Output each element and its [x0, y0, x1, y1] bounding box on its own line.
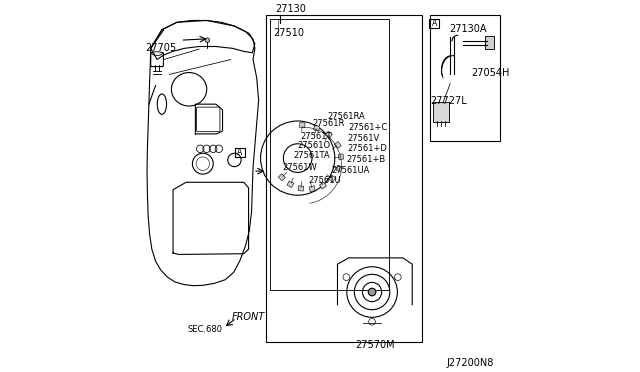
Text: 27561+B: 27561+B	[346, 155, 385, 164]
Polygon shape	[298, 186, 304, 191]
Text: 27561V: 27561V	[347, 134, 380, 143]
Polygon shape	[314, 125, 320, 131]
Text: 27130A: 27130A	[449, 24, 486, 34]
Polygon shape	[319, 182, 326, 189]
Text: A: A	[237, 148, 243, 157]
Polygon shape	[309, 186, 316, 192]
Circle shape	[205, 38, 209, 42]
Text: 27561W: 27561W	[282, 163, 317, 172]
Polygon shape	[336, 165, 342, 171]
Text: 27727L: 27727L	[431, 96, 467, 106]
Text: 27561+D: 27561+D	[347, 144, 387, 153]
Text: 27561U: 27561U	[308, 176, 340, 185]
Text: 27510: 27510	[273, 28, 305, 38]
Text: 27705: 27705	[145, 43, 176, 52]
Text: 27561R: 27561R	[312, 119, 345, 128]
Polygon shape	[278, 174, 285, 181]
Ellipse shape	[152, 52, 163, 55]
Text: 27570M: 27570M	[355, 340, 395, 350]
Text: FRONT: FRONT	[232, 312, 265, 322]
Text: 27561T: 27561T	[301, 132, 332, 141]
Text: 27561TA: 27561TA	[293, 151, 330, 160]
Polygon shape	[325, 131, 332, 138]
Text: 27054H: 27054H	[472, 68, 510, 77]
Circle shape	[368, 288, 376, 296]
FancyBboxPatch shape	[433, 102, 449, 122]
Text: 27561O: 27561O	[298, 141, 331, 150]
Text: J27200N8: J27200N8	[447, 358, 494, 368]
FancyBboxPatch shape	[484, 36, 495, 49]
Text: A: A	[431, 19, 437, 28]
Polygon shape	[287, 181, 294, 187]
Polygon shape	[329, 175, 336, 182]
Polygon shape	[300, 122, 305, 128]
Text: SEC.680: SEC.680	[188, 325, 223, 334]
Text: 27130: 27130	[275, 4, 306, 14]
Text: 27561+C: 27561+C	[348, 123, 387, 132]
Polygon shape	[334, 142, 341, 148]
Text: 27561UA: 27561UA	[331, 166, 369, 175]
Polygon shape	[338, 154, 344, 160]
Text: 27561RA: 27561RA	[328, 112, 365, 121]
